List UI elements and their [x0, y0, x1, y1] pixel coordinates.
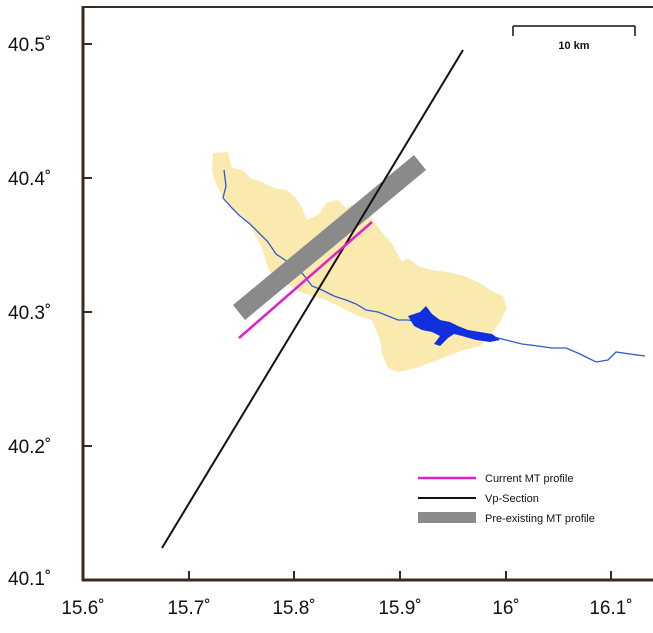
legend: Current MT profile Vp-Section Pre-existi… — [418, 473, 595, 525]
pre-existing-mt-profile — [233, 155, 426, 320]
y-tick-label: 40.1˚ — [8, 569, 51, 590]
legend-label: Pre-existing MT profile — [485, 513, 595, 525]
x-tick-label: 16.1˚ — [589, 598, 632, 619]
legend-swatch-pre-existing-mt — [418, 512, 476, 523]
scale-bar-label: 10 km — [558, 40, 589, 52]
y-tick-label: 40.4˚ — [8, 169, 51, 190]
y-tick-label: 40.5˚ — [8, 35, 51, 56]
x-tick-label: 16˚ — [492, 598, 519, 619]
current-mt-profile-line — [238, 221, 373, 339]
x-tick-label: 15.8˚ — [272, 598, 315, 619]
scale-bar — [512, 25, 636, 36]
y-tick-label: 40.2˚ — [8, 437, 51, 458]
x-tick-label: 15.6˚ — [61, 598, 104, 619]
legend-label: Current MT profile — [485, 473, 573, 485]
river — [222, 169, 646, 363]
x-ticks — [188, 571, 612, 580]
basin-area — [212, 152, 507, 372]
y-tick-label: 40.3˚ — [8, 303, 51, 324]
lake — [408, 306, 500, 346]
legend-label: Vp-Section — [485, 493, 539, 505]
y-ticks — [83, 43, 92, 447]
x-tick-label: 15.9˚ — [378, 598, 421, 619]
vp-section-line — [161, 49, 464, 549]
x-tick-label: 15.7˚ — [167, 598, 210, 619]
